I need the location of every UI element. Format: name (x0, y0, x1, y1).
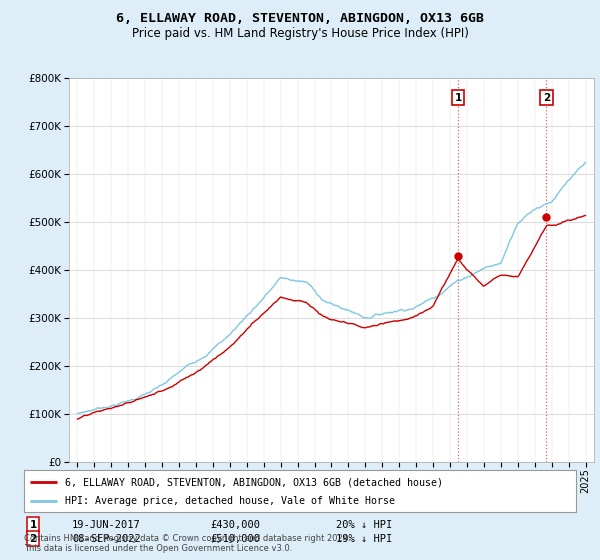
Text: £430,000: £430,000 (210, 520, 260, 530)
Text: 6, ELLAWAY ROAD, STEVENTON, ABINGDON, OX13 6GB (detached house): 6, ELLAWAY ROAD, STEVENTON, ABINGDON, OX… (65, 477, 443, 487)
Text: £510,000: £510,000 (210, 534, 260, 544)
Text: HPI: Average price, detached house, Vale of White Horse: HPI: Average price, detached house, Vale… (65, 496, 395, 506)
Text: Contains HM Land Registry data © Crown copyright and database right 2024.
This d: Contains HM Land Registry data © Crown c… (24, 534, 350, 553)
Text: 20% ↓ HPI: 20% ↓ HPI (336, 520, 392, 530)
Text: 1: 1 (29, 520, 37, 530)
Text: 2: 2 (29, 534, 37, 544)
Text: Price paid vs. HM Land Registry's House Price Index (HPI): Price paid vs. HM Land Registry's House … (131, 27, 469, 40)
Text: 19-JUN-2017: 19-JUN-2017 (72, 520, 141, 530)
Text: 6, ELLAWAY ROAD, STEVENTON, ABINGDON, OX13 6GB: 6, ELLAWAY ROAD, STEVENTON, ABINGDON, OX… (116, 12, 484, 25)
Text: 1: 1 (454, 92, 461, 102)
Text: 08-SEP-2022: 08-SEP-2022 (72, 534, 141, 544)
Text: 19% ↓ HPI: 19% ↓ HPI (336, 534, 392, 544)
Text: 2: 2 (543, 92, 550, 102)
